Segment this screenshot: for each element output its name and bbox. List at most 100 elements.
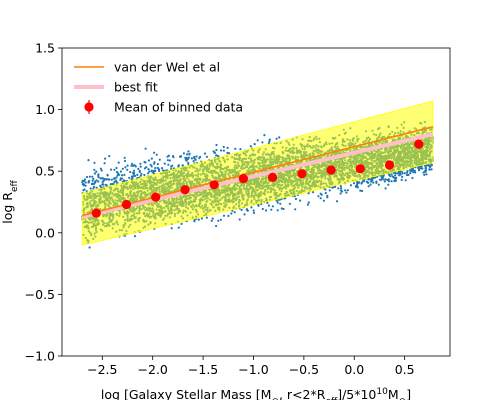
scatter-point — [324, 191, 327, 195]
scatter-point — [197, 218, 200, 221]
scatter-point — [319, 197, 322, 200]
scatter-point — [149, 163, 152, 166]
scatter-point — [166, 159, 169, 162]
scatter-point — [140, 172, 143, 176]
scatter-point — [158, 158, 161, 161]
scatter-point — [230, 212, 233, 215]
scatter-point — [101, 181, 104, 184]
scatter-point — [166, 155, 169, 158]
scatter-point — [222, 149, 225, 152]
scatter-point — [344, 189, 347, 192]
scatter-point — [378, 178, 381, 181]
scatter-point — [282, 207, 285, 211]
scatter-point — [123, 179, 126, 182]
scatter-point — [99, 184, 102, 187]
scatter-point — [156, 166, 159, 170]
scatter-point — [148, 170, 151, 173]
scatter-point — [205, 216, 208, 219]
scatter-point — [113, 168, 116, 171]
scatter-point — [377, 183, 380, 186]
scatter-point — [180, 222, 183, 225]
scatter-point — [367, 185, 370, 188]
scatter-point — [256, 139, 259, 142]
scatter-point — [339, 192, 342, 195]
scatter-point — [380, 178, 383, 181]
scatter-point — [417, 169, 421, 172]
scatter-point — [192, 160, 195, 163]
scatter-point — [359, 189, 362, 192]
scatter-point — [394, 174, 397, 177]
scatter-point — [126, 164, 129, 167]
scatter-point — [91, 175, 94, 178]
scatter-point — [384, 178, 387, 181]
scatter-point — [172, 156, 175, 159]
scatter-point — [424, 164, 427, 167]
scatter-point — [168, 159, 171, 162]
scatter-point — [261, 207, 264, 211]
scatter-point — [112, 177, 116, 180]
scatter-point — [227, 152, 231, 155]
scatter-point — [340, 187, 343, 190]
scatter-point — [106, 178, 109, 181]
scatter-point — [369, 183, 372, 186]
scatter-point — [108, 155, 111, 158]
scatter-point — [205, 155, 208, 158]
scatter-point — [367, 181, 370, 184]
scatter-point — [93, 172, 96, 175]
scatter-point — [384, 187, 387, 190]
scatter-point — [264, 209, 268, 212]
scatter-point — [367, 178, 370, 181]
scatter-point — [322, 199, 325, 202]
scatter-point — [104, 178, 107, 181]
scatter-point — [215, 154, 218, 157]
scatter-point — [331, 186, 334, 189]
scatter-point — [404, 179, 407, 182]
scatter-point — [84, 181, 87, 184]
scatter-point — [215, 143, 218, 147]
scatter-point — [346, 189, 349, 192]
scatter-point — [95, 170, 98, 173]
scatter-point — [131, 162, 134, 165]
scatter-point — [337, 187, 340, 190]
scatter-point — [144, 147, 147, 150]
scatter-point — [395, 176, 398, 179]
scatter-point — [150, 169, 153, 173]
scatter-point — [233, 211, 236, 214]
scatter-point — [115, 176, 118, 179]
scatter-point — [243, 213, 246, 216]
scatter-point — [276, 199, 279, 202]
scatter-point — [161, 169, 165, 172]
scatter-point — [92, 177, 95, 180]
scatter-point — [345, 191, 348, 194]
scatter-point — [139, 162, 142, 165]
scatter-point — [406, 171, 409, 174]
scatter-point — [317, 195, 320, 198]
scatter-point — [101, 177, 104, 180]
scatter-point — [103, 162, 106, 165]
scatter-point — [88, 179, 91, 183]
scatter-point — [425, 173, 428, 176]
scatter-point — [252, 211, 256, 214]
scatter-point — [128, 176, 131, 179]
scatter-point — [121, 167, 124, 170]
scatter-point — [88, 246, 91, 249]
scatter-point — [134, 174, 137, 177]
scatter-point — [428, 168, 431, 171]
scatter-point — [87, 159, 90, 162]
scatter-point — [276, 209, 279, 212]
scatter-point — [150, 157, 153, 160]
scatter-point — [411, 176, 414, 180]
scatter-point — [311, 191, 315, 194]
scatter-point — [194, 158, 197, 161]
scatter-point — [190, 157, 193, 160]
scatter-point — [130, 178, 133, 181]
scatter-point — [396, 172, 399, 175]
scatter-point — [234, 147, 237, 150]
scatter-point — [179, 155, 182, 158]
scatter-point — [386, 178, 389, 182]
scatter-point — [143, 173, 146, 177]
scatter-point — [360, 182, 363, 185]
scatter-point — [132, 171, 135, 174]
scatter-point — [95, 179, 98, 182]
